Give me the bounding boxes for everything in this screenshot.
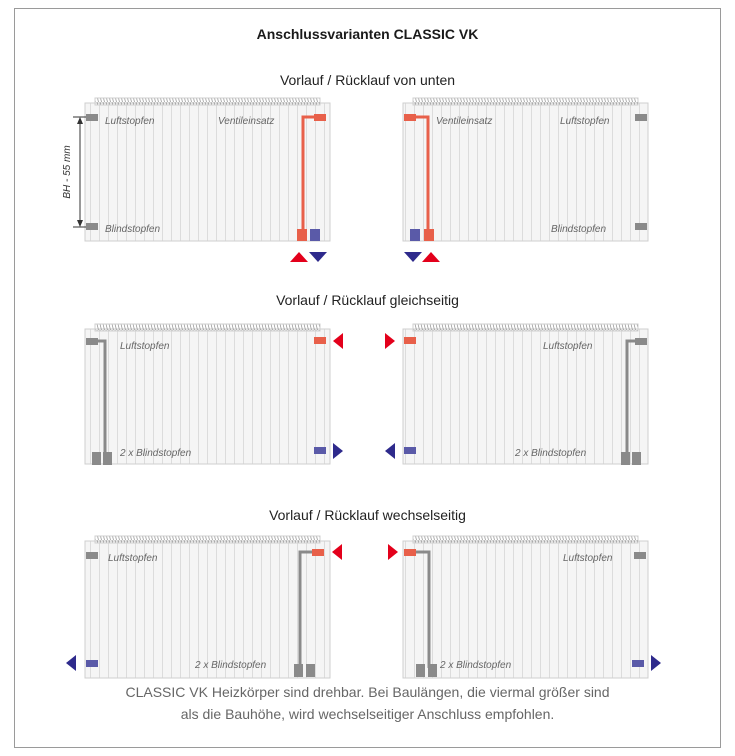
label-air-plug-6: Luftstopfen (563, 553, 613, 564)
radiator-4-connections (404, 337, 647, 465)
diagram-title: Anschlussvarianten CLASSIC VK (256, 26, 479, 42)
arrow-supply-1 (290, 252, 308, 262)
diagram-frame (14, 8, 721, 748)
arrow-return-5 (66, 655, 76, 671)
radiator-2 (402, 97, 649, 242)
radiator-3-connections (86, 337, 326, 465)
label-air-plug-4: Luftstopfen (543, 341, 593, 352)
label-air-plug-5: Luftstopfen (108, 553, 158, 564)
arrow-return-6 (651, 655, 661, 671)
radiator-6-connections (404, 549, 646, 677)
radiator-3 (84, 323, 331, 465)
label-blind-plug-2: Blindstopfen (551, 224, 606, 235)
label-air-plug-3: Luftstopfen (120, 341, 170, 352)
label-valve-insert-1: Ventileinsatz (218, 116, 274, 127)
arrow-supply-5 (332, 544, 342, 560)
footer-line-2: als die Bauhöhe, wird wechselseitiger An… (180, 706, 555, 722)
radiator-1-connections (86, 114, 326, 241)
dimension-line (73, 116, 86, 228)
radiator-6 (402, 535, 649, 679)
dimension-label: BH - 55 mm (62, 145, 73, 198)
section-title-alternating: Vorlauf / Rücklauf wechselseitig (269, 507, 466, 523)
label-blind-plug-1: Blindstopfen (105, 224, 160, 235)
arrow-supply-2 (422, 252, 440, 262)
radiator-5 (84, 535, 331, 679)
label-blind-plug-2x-6: 2 x Blindstopfen (439, 660, 512, 671)
radiator-2-connections (404, 114, 647, 241)
label-valve-insert-2: Ventileinsatz (436, 116, 492, 127)
arrow-supply-6 (388, 544, 398, 560)
arrow-return-4 (385, 443, 395, 459)
radiator-5-connections (86, 549, 324, 677)
arrow-return-3 (333, 443, 343, 459)
radiator-1 (84, 97, 331, 242)
arrow-supply-3 (333, 333, 343, 349)
footer-line-1: CLASSIC VK Heizkörper sind drehbar. Bei … (125, 684, 610, 700)
section-title-bottom: Vorlauf / Rücklauf von unten (279, 72, 456, 88)
arrow-supply-4 (385, 333, 395, 349)
label-air-plug-1: Luftstopfen (105, 116, 155, 127)
label-blind-plug-2x-4: 2 x Blindstopfen (514, 448, 587, 459)
section-title-same-side: Vorlauf / Rücklauf gleichseitig (276, 292, 459, 308)
footer-note: CLASSIC VK Heizkörper sind drehbar. Bei … (40, 681, 695, 725)
arrow-return-1 (309, 252, 327, 262)
label-blind-plug-2x-3: 2 x Blindstopfen (119, 448, 192, 459)
radiator-4 (402, 323, 649, 465)
label-blind-plug-2x-5: 2 x Blindstopfen (194, 660, 267, 671)
arrow-return-2 (404, 252, 422, 262)
label-air-plug-2: Luftstopfen (560, 116, 610, 127)
